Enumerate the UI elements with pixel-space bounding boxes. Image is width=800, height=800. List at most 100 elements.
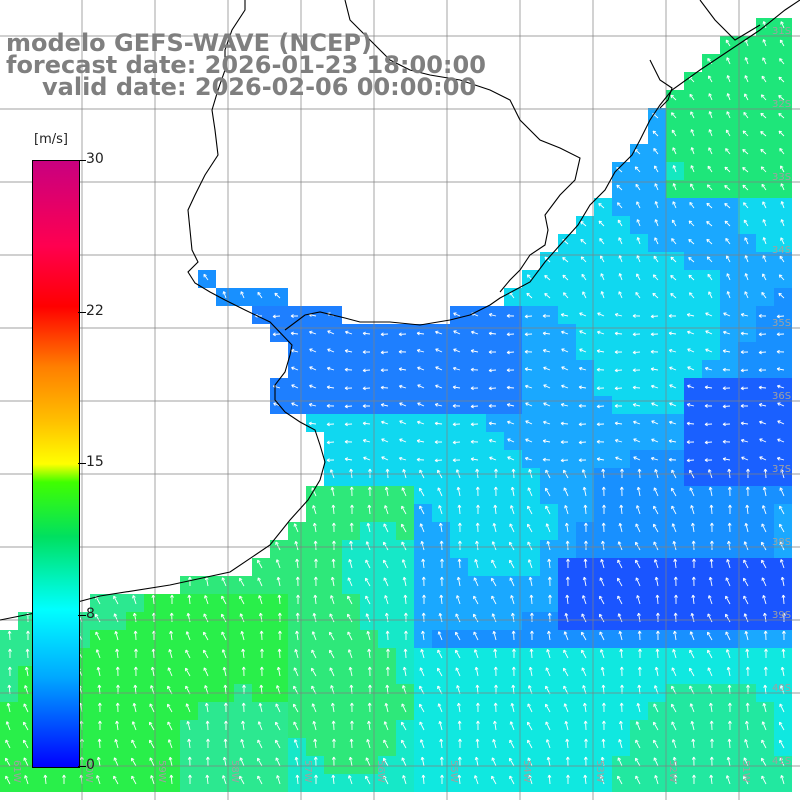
wind-arrow [168, 649, 173, 659]
wind-arrow [492, 739, 497, 749]
wind-arrow [440, 558, 444, 569]
wind-cell [432, 738, 450, 756]
latitude-label: 40S [772, 683, 791, 694]
wind-arrow [344, 386, 353, 391]
wind-arrow [546, 649, 551, 659]
wind-arrow [762, 255, 767, 263]
wind-cell [306, 594, 324, 612]
wind-cell [630, 666, 648, 684]
wind-cell [504, 720, 522, 738]
wind-arrow [133, 630, 138, 641]
wind-arrow [707, 595, 713, 605]
wind-cell [594, 468, 612, 486]
wind-cell [360, 468, 378, 486]
wind-arrow [348, 756, 353, 767]
wind-arrow [475, 540, 479, 551]
wind-arrow [746, 468, 750, 479]
longitude-labels: 61W 60W 59W 58W 57W 56W 55W 54W 53W 52W 51W [11, 760, 751, 783]
wind-cell [270, 594, 288, 612]
wind-arrow [545, 523, 551, 533]
wind-arrow [331, 756, 336, 767]
wind-cell [738, 504, 756, 522]
wind-cell [504, 396, 522, 414]
wind-arrow [184, 667, 191, 677]
wind-cell [198, 594, 216, 612]
wind-cell [558, 558, 576, 576]
wind-cell [432, 540, 450, 558]
wind-arrow [239, 757, 245, 767]
wind-arrow [525, 402, 533, 407]
wind-cell [324, 450, 342, 468]
wind-arrow [708, 147, 713, 155]
wind-cell [666, 738, 684, 756]
wind-cell [648, 666, 666, 684]
wind-cell [648, 324, 666, 342]
wind-arrow [326, 458, 335, 463]
wind-cell [630, 720, 648, 738]
wind-arrow [97, 684, 102, 695]
wind-arrow [383, 577, 389, 587]
wind-arrow [617, 595, 623, 605]
wind-arrow [399, 402, 407, 407]
wind-cell [0, 666, 18, 684]
wind-cell [558, 396, 576, 414]
wind-cell [774, 666, 792, 684]
wind-arrow [581, 595, 587, 605]
wind-arrow [421, 774, 426, 785]
wind-arrow [636, 486, 641, 497]
wind-arrow [635, 291, 641, 299]
wind-cell [720, 396, 738, 414]
wind-arrow [710, 522, 714, 533]
wind-cell [558, 306, 576, 324]
wind-arrow [329, 649, 335, 659]
wind-arrow [668, 348, 677, 353]
wind-arrow [167, 721, 173, 731]
wind-arrow [314, 774, 318, 785]
wind-arrow [690, 129, 695, 137]
wind-arrow [728, 702, 732, 713]
wind-arrow [599, 238, 605, 245]
wind-arrow [740, 404, 749, 408]
wind-arrow [470, 422, 479, 427]
wind-cell [234, 288, 252, 306]
wind-arrow [545, 739, 551, 749]
wind-cell [486, 756, 504, 774]
wind-arrow [691, 540, 696, 551]
wind-arrow [745, 486, 750, 497]
wind-arrow [291, 402, 299, 407]
wind-arrow [673, 774, 678, 785]
wind-arrow [563, 703, 569, 713]
wind-arrow [277, 594, 282, 605]
wind-arrow [349, 486, 354, 497]
wind-cell [468, 450, 486, 468]
wind-arrow [723, 330, 731, 335]
wind-arrow [132, 595, 137, 605]
wind-cell [612, 288, 630, 306]
wind-cell [720, 378, 738, 396]
wind-cell [378, 702, 396, 720]
wind-arrow [493, 648, 498, 659]
wind-cell [450, 306, 468, 324]
colorbar-tickmark [78, 766, 86, 767]
wind-arrow [602, 702, 606, 713]
wind-cell [648, 360, 666, 378]
wind-arrow [167, 739, 173, 749]
wind-vectors [5, 3, 786, 785]
wind-cell [450, 414, 468, 432]
wind-cell [288, 666, 306, 684]
wind-cell [558, 630, 576, 648]
wind-cell [342, 774, 360, 792]
wind-arrow [169, 630, 173, 641]
wind-cell [522, 666, 540, 684]
wind-arrow [746, 684, 750, 695]
wind-arrow [598, 185, 605, 191]
wind-arrow [204, 702, 209, 713]
wind-arrow [726, 111, 731, 119]
wind-cell [396, 558, 414, 576]
wind-arrow [690, 147, 695, 155]
wind-cell [648, 774, 666, 792]
wind-arrow [206, 738, 210, 749]
wind-cell [288, 630, 306, 648]
wind-arrow [529, 648, 534, 659]
wind-arrow [583, 504, 588, 515]
